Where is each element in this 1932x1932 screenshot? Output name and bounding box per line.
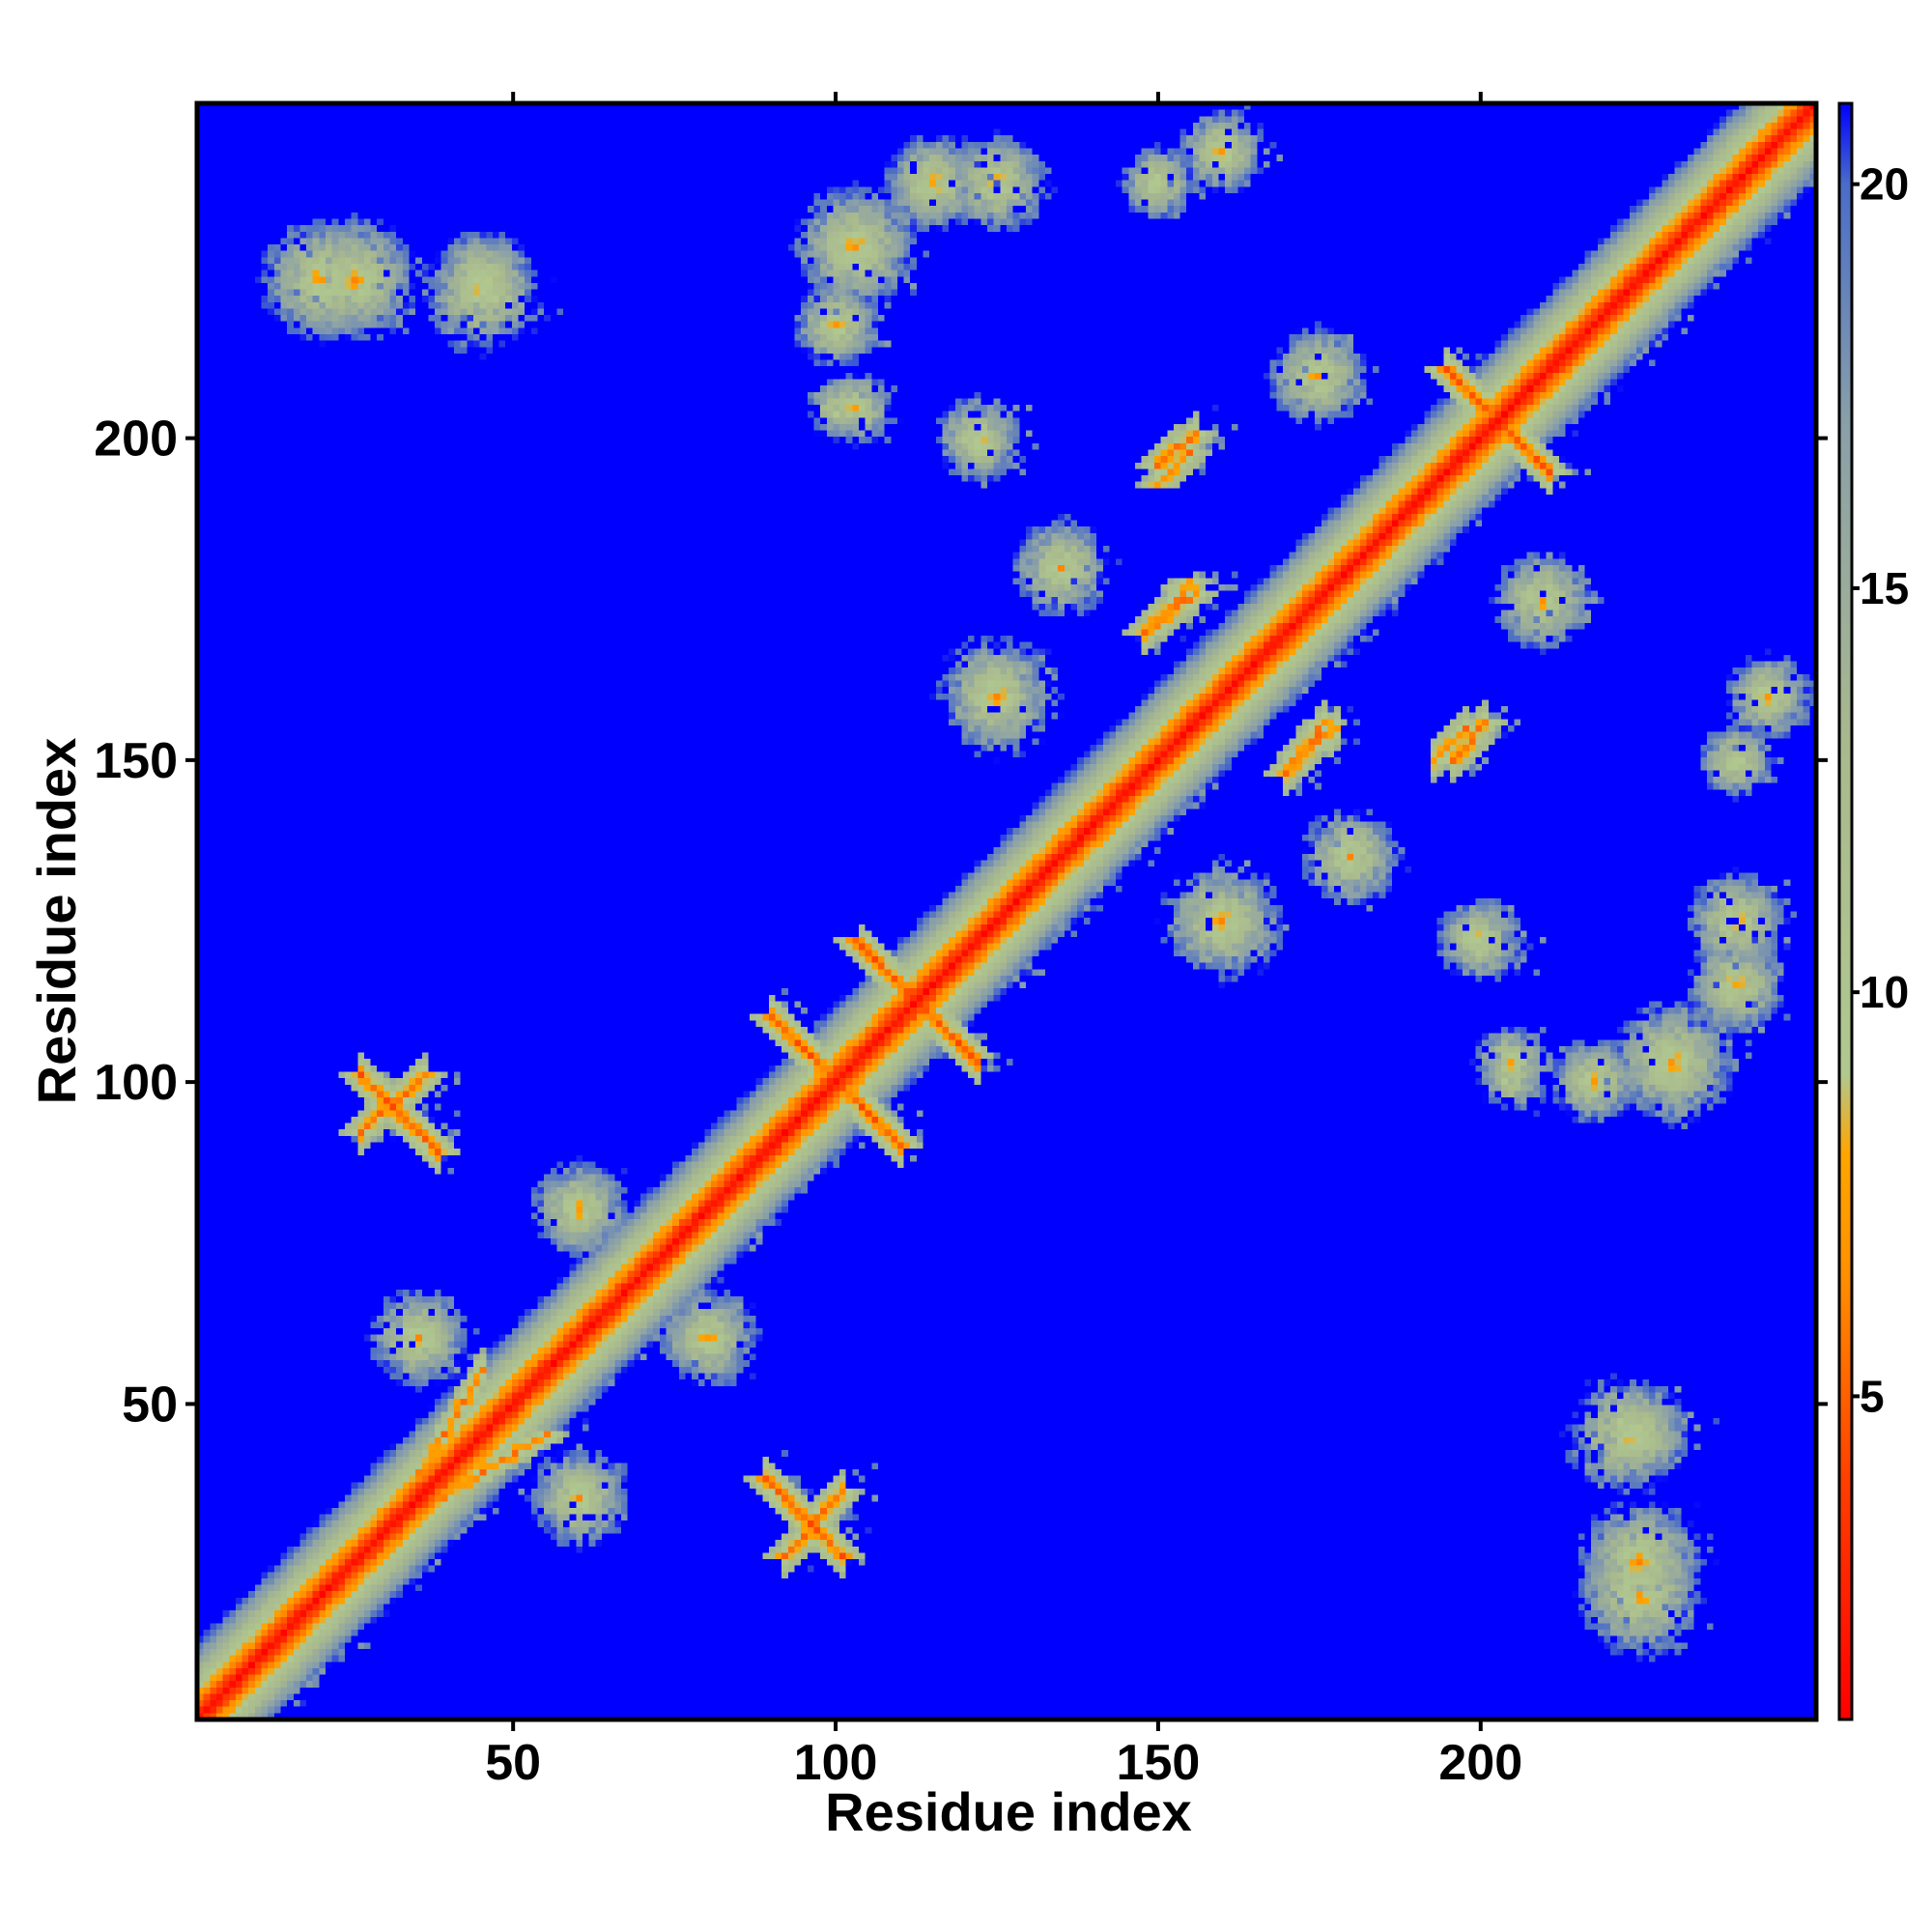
y-tick-label: 50 [122,1377,178,1433]
y-tick-label: 100 [94,1055,178,1111]
plot-border [194,100,1819,1722]
y-axis-ticks: 50 100 150 200 [94,412,1828,1433]
x-axis-ticks: 50 100 150 200 [485,92,1522,1791]
colorbar-tick-label: 5 [1860,1371,1885,1421]
x-tick-label: 200 [1438,1735,1522,1791]
x-tick-label: 100 [794,1735,878,1791]
colorbar-gradient [1837,101,1854,1721]
heatmap-plot-area [197,103,1816,1719]
y-axis-label: Residue index [26,738,87,1105]
x-axis-label: Residue index [825,1781,1192,1842]
x-tick-label: 150 [1117,1735,1201,1791]
x-tick-label: 50 [485,1735,541,1791]
y-tick-label: 200 [94,412,178,468]
colorbar: 5 10 15 20 [1837,101,1909,1721]
heatmap-cells [197,103,1816,1719]
colorbar-tick-label: 10 [1860,967,1909,1017]
colorbar-tick-label: 20 [1860,159,1909,210]
y-tick-label: 150 [94,733,178,789]
colorbar-tick-label: 15 [1860,563,1909,613]
plot-frame [194,100,1819,1722]
